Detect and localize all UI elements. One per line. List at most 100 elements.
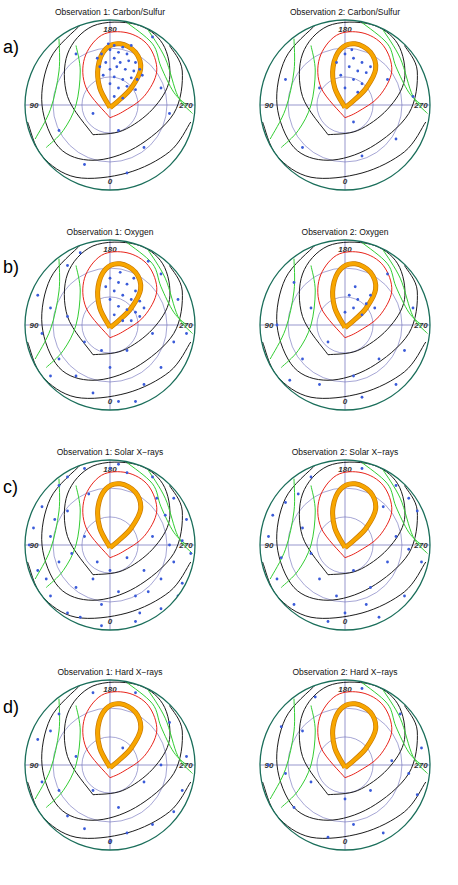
angle-tick-label: 0 xyxy=(108,617,113,626)
data-point xyxy=(124,68,127,71)
contour xyxy=(28,342,191,398)
data-point xyxy=(416,793,419,796)
data-point xyxy=(185,755,188,758)
data-point xyxy=(58,561,61,564)
data-point xyxy=(348,294,351,297)
data-point xyxy=(395,138,398,141)
data-point xyxy=(115,65,118,68)
data-point xyxy=(126,172,129,175)
data-point xyxy=(104,285,107,288)
data-point xyxy=(189,552,192,555)
data-point xyxy=(373,307,376,310)
data-point xyxy=(276,578,279,581)
data-point xyxy=(66,315,69,318)
data-point xyxy=(119,271,122,274)
data-point xyxy=(276,324,279,327)
data-point xyxy=(160,607,163,610)
data-point xyxy=(98,65,101,68)
data-point xyxy=(134,620,137,623)
contour-outline xyxy=(98,704,141,768)
plot-area xyxy=(263,22,428,178)
angle-tick-label: 0 xyxy=(343,837,348,846)
plot-boundary xyxy=(260,460,430,630)
contour xyxy=(383,30,427,113)
contour xyxy=(83,692,157,778)
data-point xyxy=(395,383,398,386)
data-point xyxy=(327,836,330,839)
data-point xyxy=(109,467,112,470)
data-point xyxy=(113,57,116,60)
data-point xyxy=(160,87,163,90)
data-point xyxy=(267,764,270,767)
data-point xyxy=(151,476,154,479)
panel-title: Observation 2: Carbon/Sulfur xyxy=(290,7,400,17)
data-point xyxy=(83,467,86,470)
contour xyxy=(98,704,141,768)
contour xyxy=(333,484,376,548)
data-point xyxy=(113,44,116,47)
angle-tick-label: 180 xyxy=(338,465,352,474)
data-point xyxy=(155,497,158,500)
data-point xyxy=(75,755,78,758)
data-point xyxy=(288,379,291,382)
data-point xyxy=(41,505,44,508)
data-point xyxy=(352,569,355,572)
data-point xyxy=(301,146,304,149)
plot-area xyxy=(28,682,193,843)
data-point xyxy=(151,535,154,538)
data-point xyxy=(416,510,419,513)
data-point xyxy=(403,595,406,598)
data-point xyxy=(134,400,137,403)
contour xyxy=(333,264,376,328)
angle-tick-label: 90 xyxy=(265,541,274,550)
data-point xyxy=(75,53,78,56)
data-point xyxy=(365,603,368,606)
data-point xyxy=(121,319,124,322)
data-point xyxy=(117,51,120,54)
data-point xyxy=(58,484,61,487)
data-point xyxy=(160,764,163,767)
plot-boundary xyxy=(260,240,430,410)
data-point xyxy=(49,535,52,538)
data-point xyxy=(318,87,321,90)
contour-outline xyxy=(98,264,141,328)
data-point xyxy=(151,36,154,39)
plot-boundary xyxy=(260,20,430,190)
data-point xyxy=(354,285,357,288)
data-point xyxy=(284,501,287,504)
contour xyxy=(42,245,183,380)
data-point xyxy=(172,810,175,813)
data-point xyxy=(361,155,364,158)
data-point xyxy=(117,305,120,308)
data-point xyxy=(407,497,410,500)
data-point xyxy=(66,476,69,479)
data-point xyxy=(109,68,112,71)
data-point xyxy=(310,307,313,310)
panel: 090180270Observation 2: Solar X−rays xyxy=(260,447,430,630)
panel-title: Observation 1: Hard X−rays xyxy=(57,667,162,677)
panel-title: Observation 1: Carbon/Sulfur xyxy=(55,7,165,17)
data-point xyxy=(143,307,146,310)
data-point xyxy=(378,616,381,619)
contour xyxy=(333,704,376,768)
angle-tick-label: 0 xyxy=(343,397,348,406)
plot-boundary xyxy=(260,680,430,850)
data-point xyxy=(138,315,141,318)
data-point xyxy=(395,484,398,487)
data-point xyxy=(369,789,372,792)
data-point xyxy=(136,78,139,81)
data-point xyxy=(181,582,184,585)
data-point xyxy=(126,53,129,56)
data-point xyxy=(138,300,141,303)
data-point xyxy=(143,569,146,572)
data-point xyxy=(32,527,35,530)
data-point xyxy=(79,616,82,619)
data-point xyxy=(126,471,129,474)
contour xyxy=(35,479,59,579)
data-point xyxy=(53,518,56,521)
data-point xyxy=(310,552,313,555)
data-point xyxy=(314,696,317,699)
data-point xyxy=(365,71,368,74)
angle-tick-label: 90 xyxy=(30,101,39,110)
panel-label: c) xyxy=(3,477,18,497)
